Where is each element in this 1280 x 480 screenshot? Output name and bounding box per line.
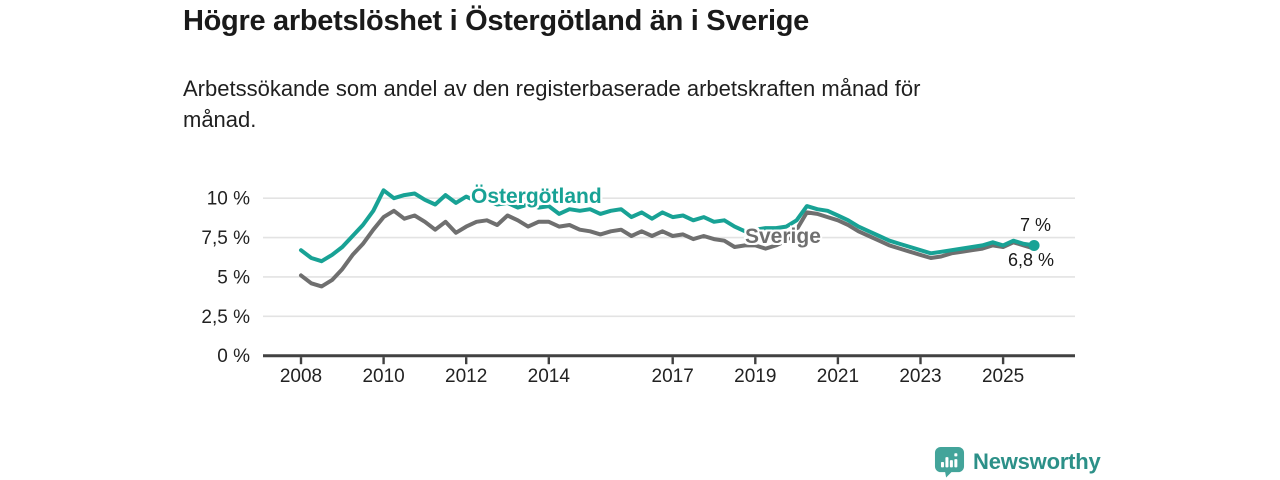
x-axis-tick-label: 2017 <box>652 366 694 387</box>
end-value-label-sverige: 6,8 % <box>1008 250 1055 270</box>
x-axis-tick-label: 2025 <box>982 366 1024 387</box>
x-axis-tick-label: 2010 <box>362 366 404 387</box>
chart-subtitle: Arbetssökande som andel av den registerb… <box>183 76 921 132</box>
x-axis-tick-label: 2021 <box>817 366 859 387</box>
series-line-sverige <box>299 208 1037 289</box>
newsworthy-logo: Newsworthy <box>934 446 1101 478</box>
x-axis-tick-label: 2019 <box>734 366 776 387</box>
series-line-stergtland <box>299 188 1037 264</box>
newsworthy-wordmark: Newsworthy <box>973 449 1101 474</box>
series-label-sverige: Sverige <box>745 225 821 248</box>
end-value-label-ostergotland: 7 % <box>1020 215 1052 235</box>
page-title: Högre arbetslöshet i Östergötland än i S… <box>183 5 809 37</box>
x-axis-tick-label: 2023 <box>899 366 941 387</box>
y-axis-tick-label: 5 % <box>217 267 250 288</box>
y-axis-tick-label: 0 % <box>217 346 250 367</box>
chart-speech-bubble-icon <box>934 446 965 478</box>
y-axis-tick-label: 10 % <box>207 189 250 210</box>
y-axis-tick-label: 2,5 % <box>201 307 250 328</box>
series-label-ostergotland: Östergötland <box>471 185 602 208</box>
y-axis-tick-label: 7,5 % <box>201 228 250 249</box>
x-axis-tick-label: 2012 <box>445 366 487 387</box>
x-axis-tick-label: 2014 <box>528 366 571 387</box>
series-end-dot <box>1028 239 1040 251</box>
x-axis-tick-label: 2008 <box>280 366 322 387</box>
